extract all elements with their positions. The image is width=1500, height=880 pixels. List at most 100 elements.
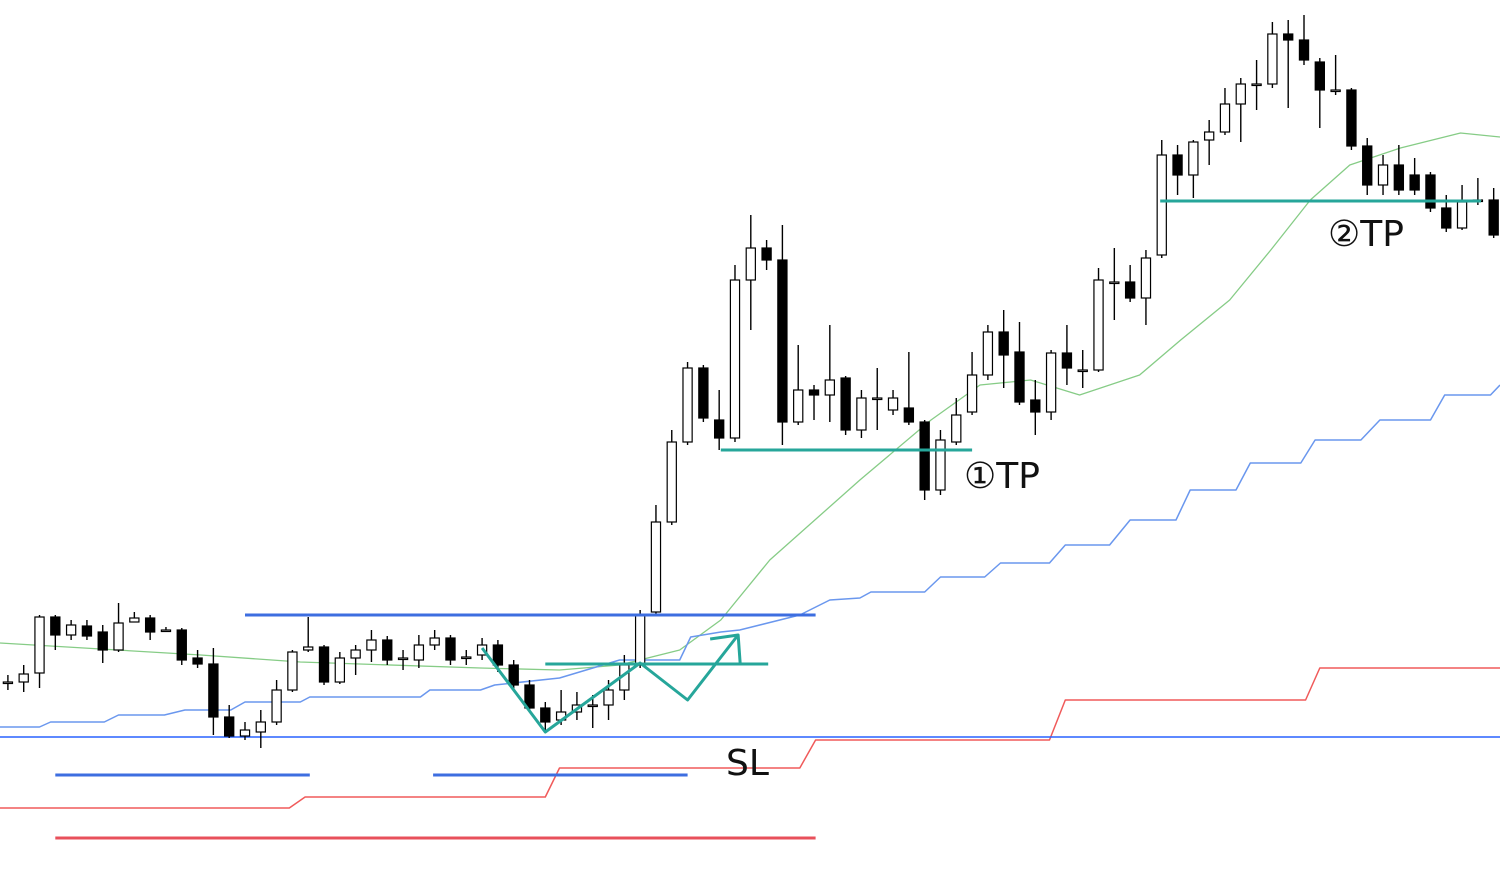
candle-body [144,617,156,633]
candle-body [966,374,978,413]
candle-body [18,673,29,683]
candle-body [1219,103,1231,133]
candle-body [50,616,61,636]
candle-body [1030,399,1041,413]
candle-body [208,663,219,718]
candle-body [872,397,883,401]
candle-body [1156,154,1167,256]
candle-body [255,721,266,733]
annotation-label: ②TP [1328,214,1404,255]
candle-body [65,624,77,636]
candle-body [1283,33,1294,41]
candle-body [1061,352,1073,369]
candle-body [729,279,741,439]
candle-body [1235,83,1246,105]
candle-body [2,681,14,685]
candle-body [1330,89,1341,93]
candle-body [840,377,851,431]
candle-body [350,649,361,659]
candle-body [1188,141,1199,176]
annotation-label: ①TP [964,456,1040,497]
candle-body [682,367,693,443]
candle-body [998,331,1009,356]
candle-body [982,331,994,376]
candle-body [1077,369,1088,373]
candle-body [1425,174,1436,209]
candle-body [856,397,867,431]
candle-body [508,664,519,686]
candle-body [603,689,614,706]
candle-body [461,656,472,660]
candle-body [824,379,836,396]
candle-body [587,704,598,708]
annotation-label: SL [726,743,769,784]
indicator-line [0,384,1500,728]
indicator-line [0,667,1500,809]
candle-body [397,657,409,661]
candle-body [287,651,298,691]
candle-body [97,631,108,651]
candle-body [129,617,140,623]
candle-body [492,644,504,666]
candle-body [192,657,203,665]
candle-body [224,716,235,737]
candle-body [540,707,551,723]
candle-body [429,637,440,646]
candle-body [366,639,377,651]
candle-body [666,441,677,523]
candle-body [713,419,725,439]
candle-body [1488,199,1499,236]
candle-body [1140,257,1152,299]
candle-body [1251,83,1262,87]
candle-body [1362,145,1373,186]
candle-body [303,646,314,651]
candle-body [951,414,962,443]
candle-body [745,247,756,281]
candle-body [176,629,187,661]
candle-body [1172,154,1183,176]
candle-body [793,389,804,423]
candle-body [34,616,45,674]
candle-body [1346,89,1357,147]
candle-body [919,421,930,491]
candle-body [524,684,535,709]
candle-body [445,637,456,661]
candle-body [1298,39,1310,61]
candle-body [334,657,346,683]
candle-body [1045,352,1057,413]
candle-body [1093,279,1104,371]
candle-body [1124,281,1136,299]
candle-body [1409,174,1420,191]
indicator-line [0,132,1500,671]
candle-body [808,389,820,396]
candle-body [1109,281,1120,285]
candle-body [777,259,788,423]
candle-body [1203,131,1215,141]
candle-body [1014,351,1025,403]
candle-body [698,367,709,419]
candle-body [382,639,393,661]
candle-body [935,439,946,491]
candle-body [271,689,282,723]
candle-body [239,729,251,737]
candle-body [81,625,93,637]
candle-body [160,629,172,633]
candle-body [1314,61,1325,91]
candle-body [1267,33,1278,85]
candle-body [318,646,330,683]
candle-body [887,397,899,411]
candle-body [1456,201,1468,229]
candle-body [413,644,425,661]
candle-body [1393,164,1405,191]
candle-body [1441,207,1452,229]
candle-body [634,614,646,666]
candle-body [1377,164,1389,186]
arrow-head [709,633,742,664]
candle-body [650,521,662,613]
candle-body [113,622,124,651]
candle-body [761,247,772,261]
candle-body [903,407,915,423]
annotation-line [480,634,740,734]
